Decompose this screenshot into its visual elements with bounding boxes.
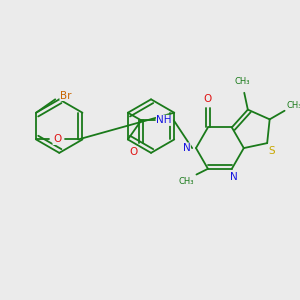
Text: O: O xyxy=(204,94,212,104)
Text: CH₃: CH₃ xyxy=(234,77,250,86)
Text: S: S xyxy=(268,146,275,156)
Text: N: N xyxy=(182,143,190,153)
Text: O: O xyxy=(53,134,61,145)
Text: O: O xyxy=(130,147,138,157)
Text: N: N xyxy=(230,172,238,182)
Text: NH: NH xyxy=(156,116,172,125)
Text: CH₃: CH₃ xyxy=(287,100,300,109)
Text: Br: Br xyxy=(60,91,71,100)
Text: CH₃: CH₃ xyxy=(178,177,194,186)
